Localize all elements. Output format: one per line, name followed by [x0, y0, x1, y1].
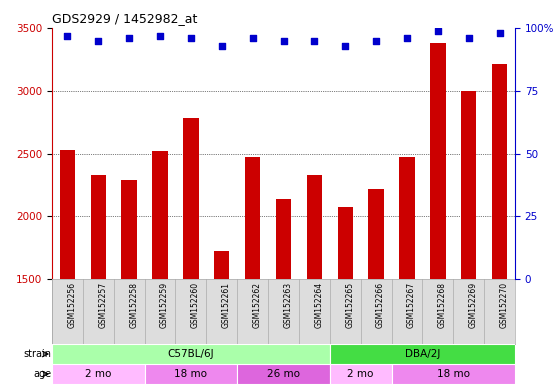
Text: GSM152265: GSM152265	[345, 282, 354, 328]
Bar	[245, 157, 260, 384]
Point	[156, 33, 165, 39]
Bar	[183, 118, 199, 384]
Point	[403, 35, 412, 41]
Text: GSM152259: GSM152259	[160, 282, 169, 328]
Point	[63, 33, 72, 39]
Text: GSM152257: GSM152257	[99, 282, 108, 328]
Text: 2 mo: 2 mo	[347, 369, 374, 379]
Bar	[237, 364, 330, 384]
Text: 26 mo: 26 mo	[267, 369, 300, 379]
Text: DBA/2J: DBA/2J	[405, 349, 440, 359]
Bar	[399, 157, 415, 384]
Text: GSM152263: GSM152263	[283, 282, 292, 328]
Point	[372, 38, 381, 44]
Point	[340, 43, 349, 49]
Bar	[122, 180, 137, 384]
Text: 18 mo: 18 mo	[174, 369, 207, 379]
Text: GDS2929 / 1452982_at: GDS2929 / 1452982_at	[52, 12, 197, 25]
Bar	[330, 344, 515, 364]
Bar	[214, 252, 230, 384]
Bar	[276, 199, 291, 384]
Point	[186, 35, 195, 41]
Text: GSM152266: GSM152266	[376, 282, 385, 328]
Bar	[338, 207, 353, 384]
Text: GSM152261: GSM152261	[222, 282, 231, 328]
Point	[279, 38, 288, 44]
Text: GSM152267: GSM152267	[407, 282, 416, 328]
Point	[94, 38, 103, 44]
Point	[464, 35, 473, 41]
Text: GSM152256: GSM152256	[67, 282, 76, 328]
Text: GSM152264: GSM152264	[314, 282, 323, 328]
Point	[248, 35, 257, 41]
Bar	[492, 65, 507, 384]
Text: GSM152258: GSM152258	[129, 282, 138, 328]
Bar	[391, 364, 515, 384]
Bar	[330, 364, 391, 384]
Text: GSM152262: GSM152262	[253, 282, 262, 328]
Bar	[52, 364, 144, 384]
Point	[310, 38, 319, 44]
Text: C57BL/6J: C57BL/6J	[167, 349, 214, 359]
Text: strain: strain	[24, 349, 52, 359]
Point	[125, 35, 134, 41]
Point	[495, 30, 504, 36]
Bar	[60, 150, 75, 384]
Point	[217, 43, 226, 49]
Bar	[144, 364, 237, 384]
Text: 18 mo: 18 mo	[437, 369, 470, 379]
Text: GSM152260: GSM152260	[191, 282, 200, 328]
Text: GSM152270: GSM152270	[500, 282, 508, 328]
Bar	[461, 91, 477, 384]
Text: age: age	[33, 369, 52, 379]
Bar	[91, 175, 106, 384]
Text: GSM152269: GSM152269	[469, 282, 478, 328]
Bar	[307, 175, 322, 384]
Text: GSM152268: GSM152268	[438, 282, 447, 328]
Bar	[52, 344, 330, 364]
Bar	[430, 43, 446, 384]
Text: 2 mo: 2 mo	[85, 369, 111, 379]
Bar	[368, 189, 384, 384]
Point	[433, 27, 442, 33]
Bar	[152, 151, 168, 384]
